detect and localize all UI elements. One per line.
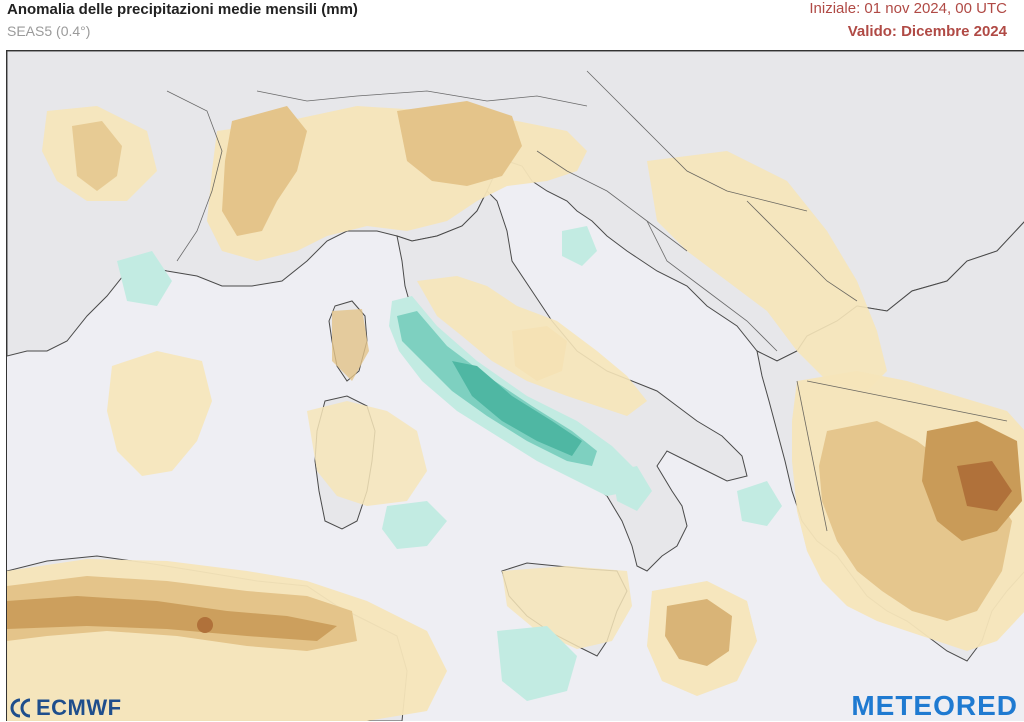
dry-medium-alps-west <box>222 106 307 236</box>
map-title: Anomalia delle precipitazioni medie mens… <box>7 1 358 18</box>
dry-medium-ionian <box>665 599 732 666</box>
wet-light-ligurian <box>117 251 172 306</box>
border-alps <box>256 90 588 107</box>
ecmwf-logo: ECMWF <box>6 695 122 720</box>
border-si-hr <box>536 150 688 252</box>
wet-light-ionian-east <box>737 481 782 526</box>
dry-light-balkans <box>647 151 887 391</box>
country-borders <box>166 70 1008 532</box>
ecmwf-mark-icon <box>10 698 31 718</box>
dry-light-west-sea <box>107 351 212 476</box>
dry-medium-greece <box>819 421 1012 621</box>
dry-medium-alps-east <box>397 101 522 186</box>
wet-light-south-sardinia <box>382 501 447 549</box>
wet-strong-tyrrhenian <box>452 361 582 456</box>
dry-max-greece <box>957 461 1012 511</box>
map-header: Anomalia delle precipitazioni medie mens… <box>0 0 1024 48</box>
wet-light-libyan-sea <box>497 626 577 701</box>
valid-period: Valido: Dicembre 2024 <box>847 23 1007 40</box>
wet-light-adriatic <box>562 226 597 266</box>
wet-light-apulia <box>612 466 652 511</box>
meteored-logo: METEORED <box>851 690 1018 721</box>
border-mk-gr <box>806 380 1008 422</box>
precipitation-anomaly-map[interactable] <box>6 50 1024 721</box>
border-fr-ch <box>166 90 223 262</box>
border-rs <box>746 200 858 302</box>
dry-max-africa <box>197 617 213 633</box>
dry-strong-africa <box>7 596 337 641</box>
model-label: SEAS5 (0.4°) <box>7 23 91 39</box>
map-canvas <box>7 51 1024 721</box>
dry-anomalies <box>7 101 1024 721</box>
border-al <box>796 380 828 532</box>
init-time: Iniziale: 01 nov 2024, 00 UTC <box>809 0 1007 17</box>
ecmwf-wordmark: ECMWF <box>36 695 122 720</box>
border-hr-ba <box>646 220 778 352</box>
dry-medium-france <box>72 121 122 191</box>
border-at-hu <box>586 70 808 212</box>
dry-light-sardinia <box>307 401 427 506</box>
dry-light-italy-peninsula <box>417 276 647 416</box>
wet-anomalies <box>117 226 782 701</box>
dry-light-corsica <box>332 309 369 381</box>
